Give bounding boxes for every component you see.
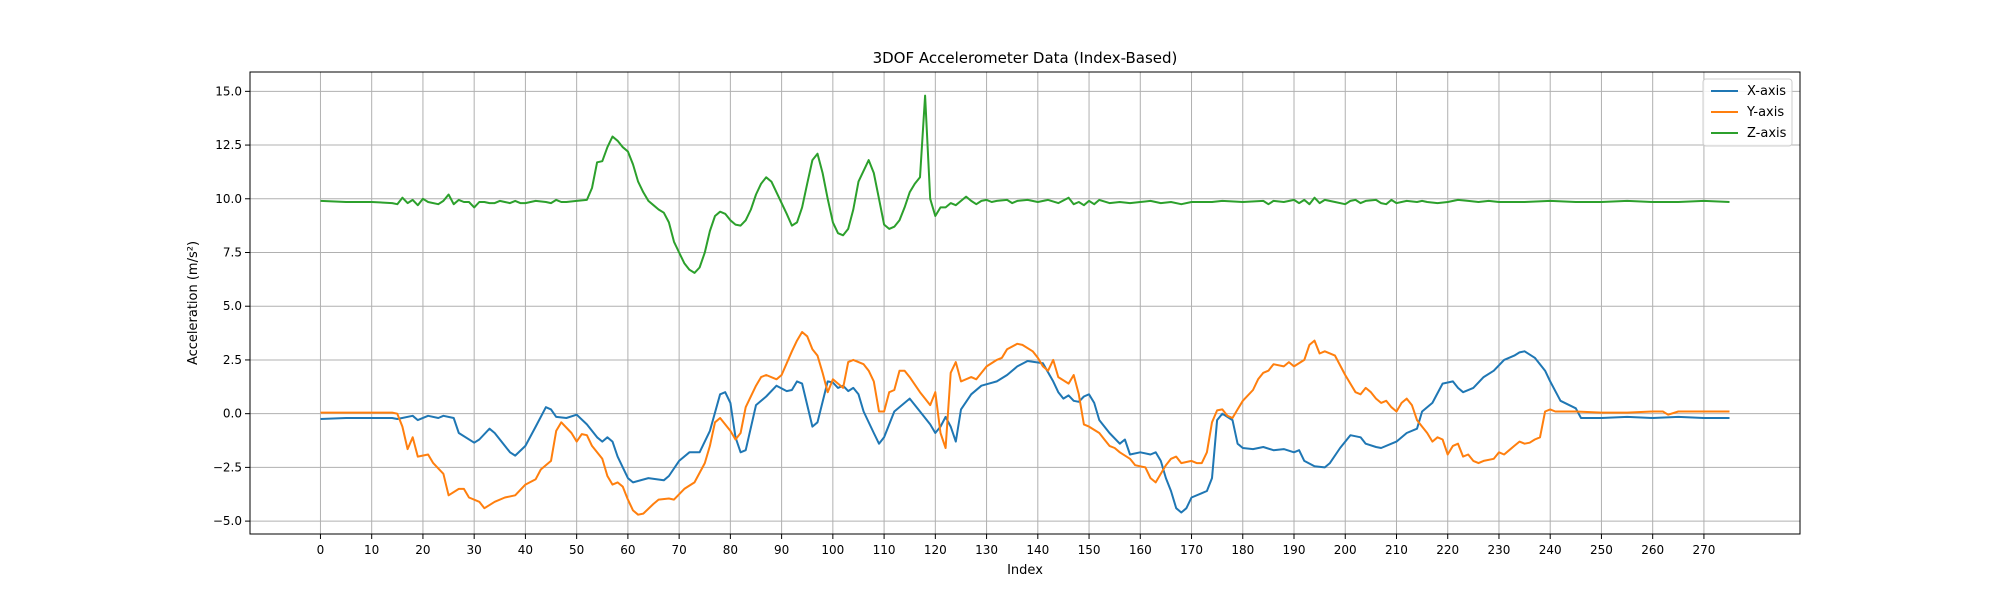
x-tick-label: 260: [1641, 543, 1664, 557]
x-tick-label: 70: [671, 543, 686, 557]
x-tick-label: 60: [620, 543, 635, 557]
y-tick-label: −5.0: [213, 514, 242, 528]
grid-lines: [250, 72, 1800, 534]
y-tick-label: −2.5: [213, 460, 242, 474]
x-tick-label: 210: [1385, 543, 1408, 557]
y-tick-label: 10.0: [215, 192, 242, 206]
x-tick-label: 240: [1539, 543, 1562, 557]
x-tick-label: 250: [1590, 543, 1613, 557]
legend-label-x-axis: X-axis: [1747, 84, 1786, 99]
x-tick-label: 130: [975, 543, 998, 557]
x-tick-label: 150: [1078, 543, 1101, 557]
y-tick-label: 2.5: [223, 353, 242, 367]
legend-label-y-axis: Y-axis: [1746, 105, 1784, 120]
x-tick-label: 90: [774, 543, 789, 557]
x-tick-label: 100: [821, 543, 844, 557]
y-tick-label: 0.0: [223, 407, 242, 421]
x-tick-label: 160: [1129, 543, 1152, 557]
legend-box: [1702, 78, 1793, 147]
axis-ticks: 0 10 20 30 40 50 60 70 80 90 100 110 120 130 140 150 160…: [213, 84, 1716, 557]
series-line-y-axis: [320, 331, 1730, 516]
x-tick-label: 10: [364, 543, 379, 557]
y-tick-label: 7.5: [223, 246, 242, 260]
x-tick-label: 170: [1180, 543, 1203, 557]
x-tick-label: 180: [1231, 543, 1254, 557]
y-tick-label: 15.0: [215, 84, 242, 98]
y-axis-label: Acceleration (m/s²): [186, 241, 201, 365]
x-tick-label: 110: [873, 543, 896, 557]
y-tick-label: 12.5: [215, 138, 242, 152]
x-tick-label: 230: [1488, 543, 1511, 557]
series-line-x-axis: [320, 350, 1730, 514]
x-tick-label: 140: [1026, 543, 1049, 557]
x-tick-label: 30: [467, 543, 482, 557]
x-tick-label: 20: [415, 543, 430, 557]
series-line-z-axis: [320, 94, 1730, 274]
chart-title: 3DOF Accelerometer Data (Index-Based): [873, 49, 1178, 67]
x-tick-label: 200: [1334, 543, 1357, 557]
plot-area: [250, 72, 1800, 534]
legend: X-axis Y-axis Z-axis: [1702, 78, 1793, 147]
legend-label-z-axis: Z-axis: [1747, 126, 1787, 141]
x-tick-label: 120: [924, 543, 947, 557]
x-axis-label: Index: [1007, 563, 1043, 578]
x-tick-label: 220: [1436, 543, 1459, 557]
plot-frame: [249, 71, 1801, 535]
x-tick-label: 40: [518, 543, 533, 557]
series-lines: [320, 94, 1730, 516]
x-tick-label: 0: [317, 543, 325, 557]
x-tick-label: 80: [723, 543, 738, 557]
x-tick-label: 270: [1692, 543, 1715, 557]
y-tick-label: 5.0: [223, 299, 242, 313]
x-tick-label: 190: [1283, 543, 1306, 557]
x-tick-label: 50: [569, 543, 584, 557]
